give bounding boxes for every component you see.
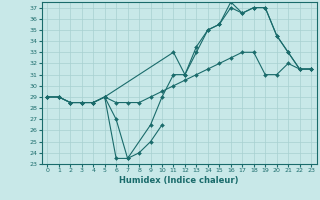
X-axis label: Humidex (Indice chaleur): Humidex (Indice chaleur)	[119, 176, 239, 185]
